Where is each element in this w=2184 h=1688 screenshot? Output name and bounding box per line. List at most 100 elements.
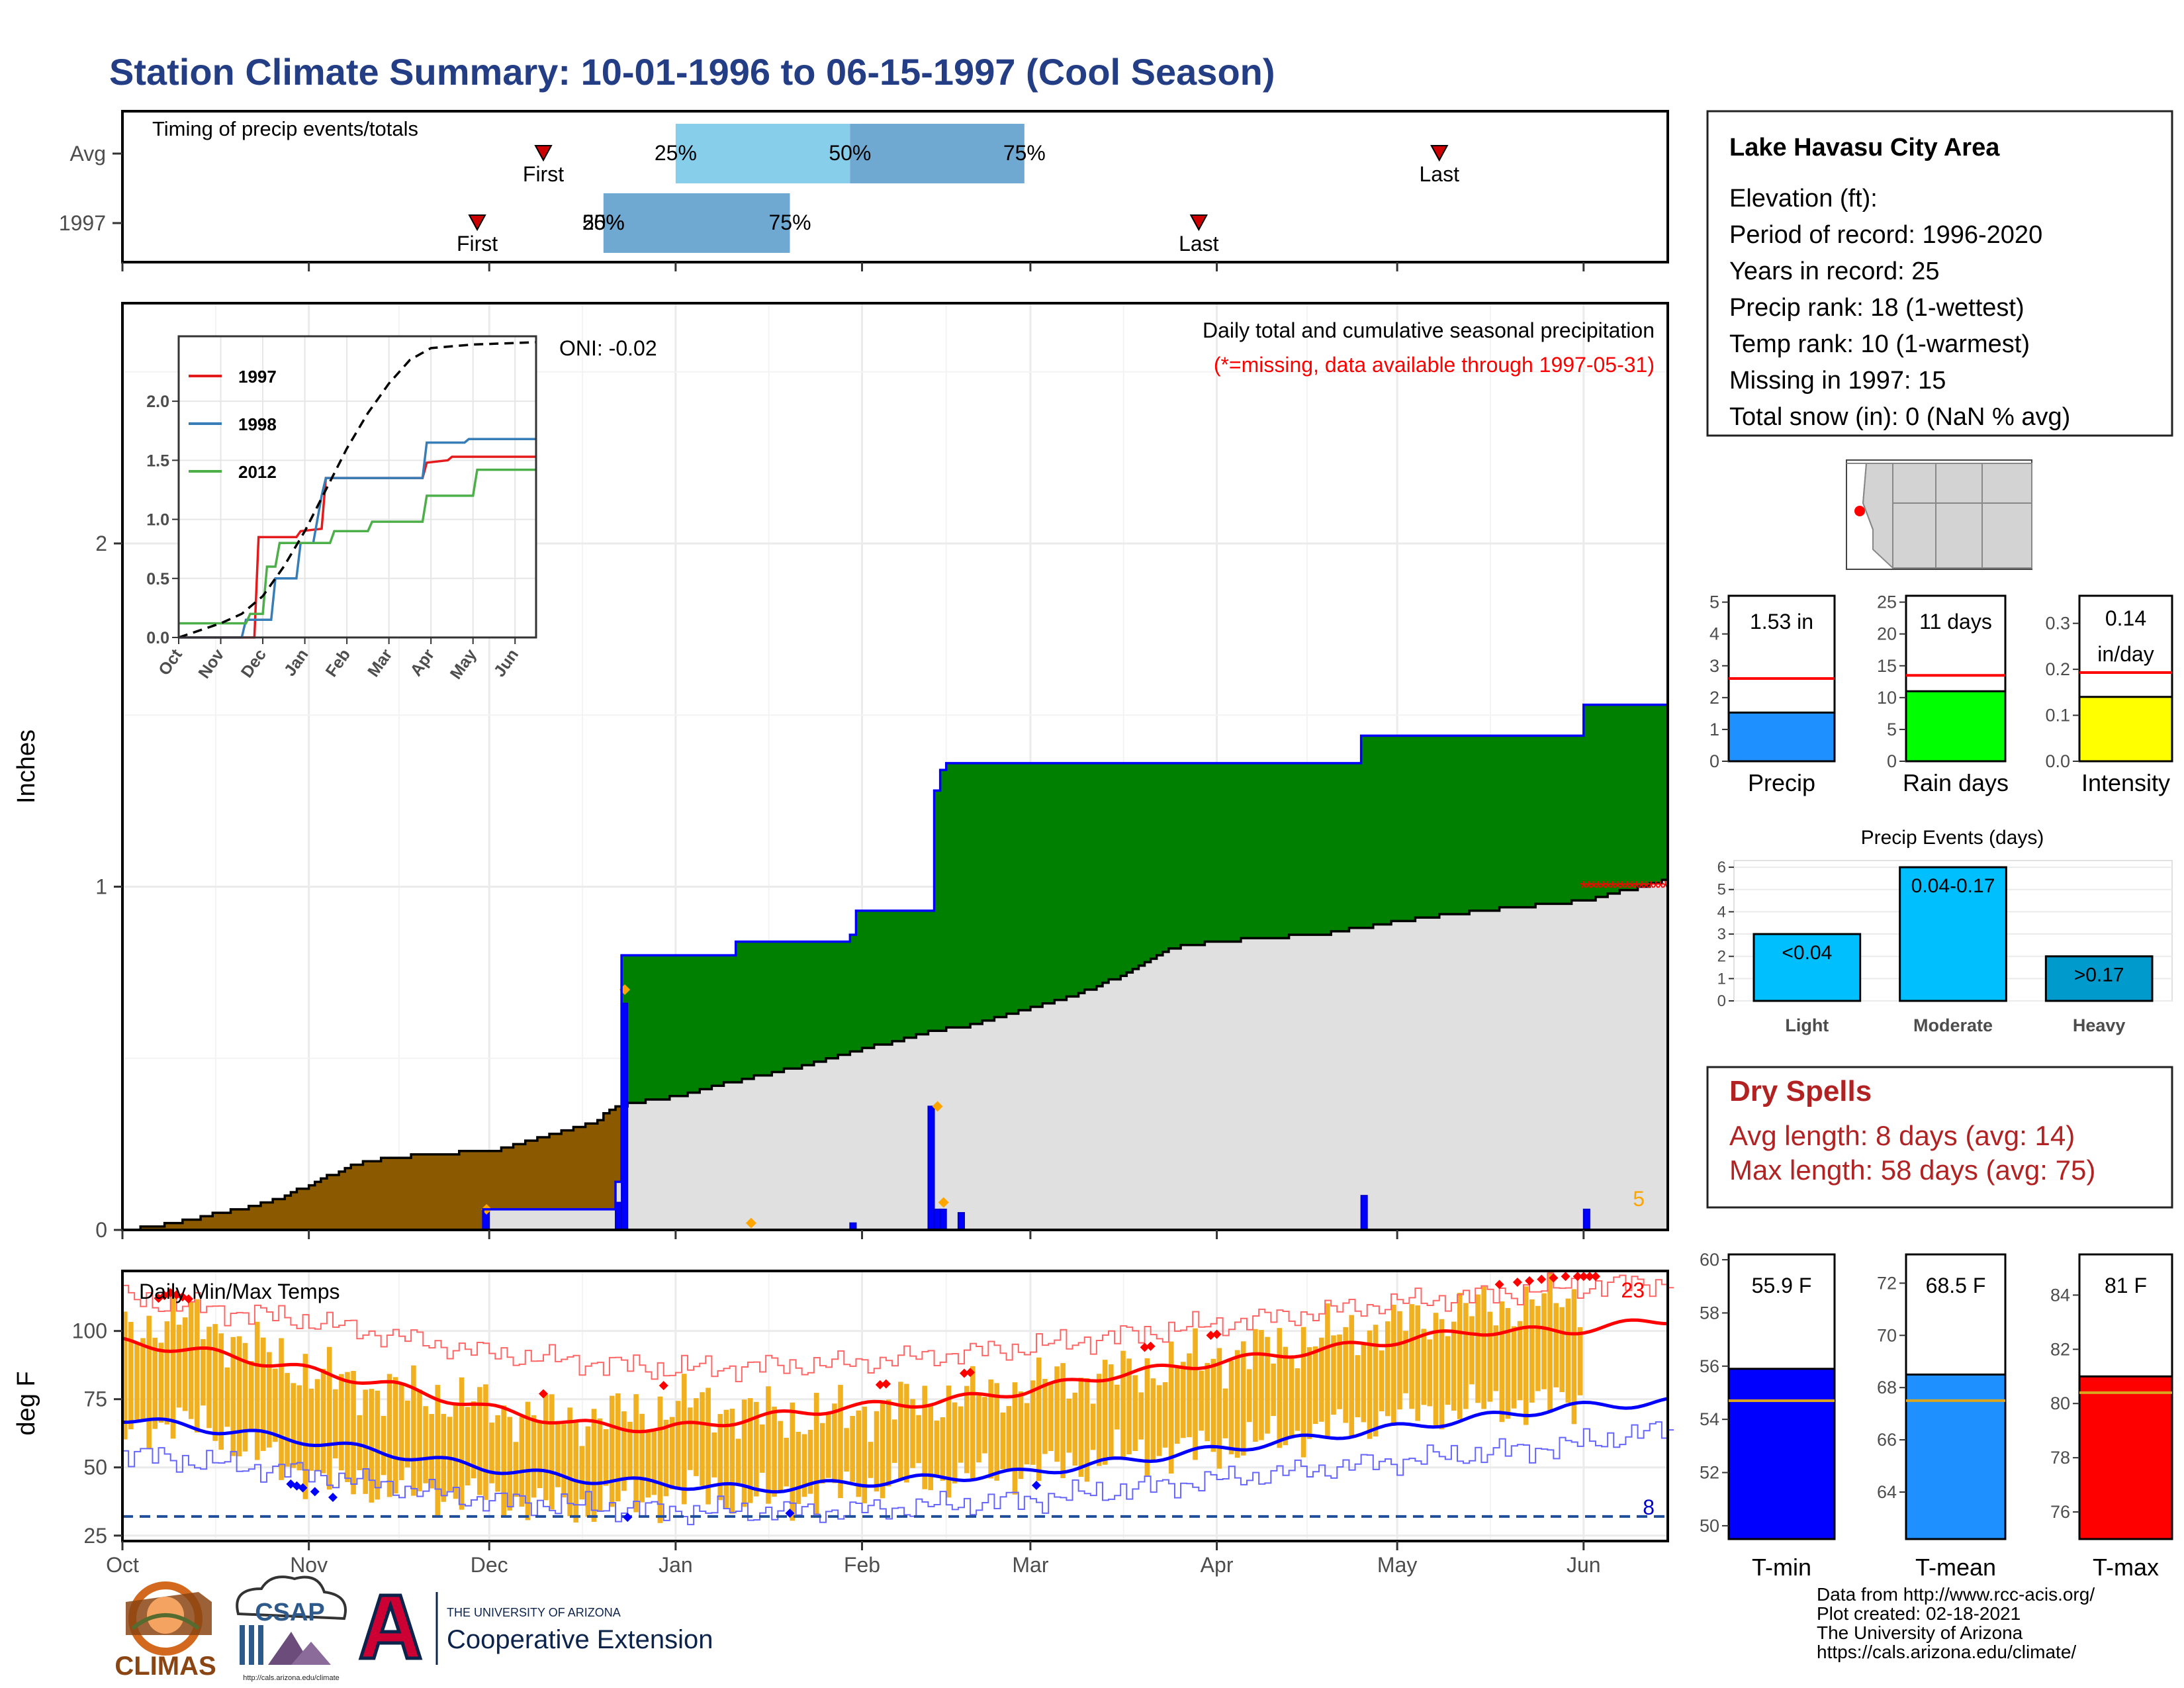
precip-total-tick-label: 1 (1709, 720, 1719, 739)
intensity-category-label: Intensity (2081, 769, 2170, 796)
precip-below-avg-region (1655, 704, 1662, 884)
daily-temp-bar (411, 1365, 416, 1496)
precip-above-avg-region (242, 1209, 250, 1230)
daily-temp-bar (585, 1426, 591, 1517)
daily-temp-bar (326, 1346, 332, 1490)
daily-temp-bar (1247, 1369, 1252, 1423)
daily-temp-bar (705, 1387, 711, 1505)
precip-below-avg-region (801, 941, 809, 1066)
daily-temp-bar (904, 1383, 909, 1483)
precip-below-avg-region (1078, 763, 1085, 994)
precip-below-avg-region (1469, 735, 1476, 911)
daily-temp-bar (218, 1333, 224, 1450)
record-high-marker (659, 1381, 668, 1391)
intensity-tick-label: 0.2 (2045, 659, 2070, 679)
daily-temp-bar (1547, 1270, 1553, 1413)
dry-spells-title: Dry Spells (1729, 1075, 1872, 1107)
precip-above-avg-region (531, 1141, 538, 1209)
temp-mean-tick-label: 70 (1877, 1325, 1897, 1345)
dry-spells-frame (1706, 1066, 2173, 1209)
daily-temp-bar (970, 1366, 976, 1479)
daily-temp-bar (387, 1374, 392, 1497)
daily-temp-bar (1577, 1327, 1583, 1395)
precip-below-avg-region (940, 770, 947, 1031)
temp-min-tick-label: 50 (1700, 1516, 1719, 1536)
daily-temp-bar (1385, 1321, 1390, 1417)
temp-max-tick-label: 78 (2050, 1448, 2070, 1468)
daily-temp-bar (212, 1324, 218, 1441)
precip-above-avg-region (423, 1154, 430, 1230)
precip-below-avg-region (651, 955, 659, 1100)
record-low-marker (623, 1513, 633, 1523)
precip-below-avg-region (1102, 763, 1109, 983)
precip-above-avg-region (591, 1123, 598, 1209)
footer: Data from http://www.rcc-acis.org/ Plot … (114, 1575, 2095, 1682)
precip-above-avg-region (459, 1150, 466, 1230)
precip-below-avg-region (958, 763, 965, 1028)
precip-below-avg-region (1547, 735, 1554, 904)
daily-temp-bar (417, 1389, 422, 1491)
precip-above-avg-region (351, 1164, 357, 1230)
daily-temp-bar (735, 1438, 741, 1483)
precip-below-avg-region (1361, 735, 1368, 928)
temp-max-chart: 76 78 80 82 84 81 F T-max (2050, 1253, 2173, 1581)
precip-above-avg-region (279, 1199, 285, 1230)
daily-temp-bar (946, 1385, 952, 1498)
precip-above-avg-region (248, 1205, 255, 1230)
precip-events-chart: Precip Events (days) 0 1 2 3 4 5 6 <0.04 Light 0.… (1717, 827, 2173, 1035)
precip-below-avg-region (1343, 763, 1350, 931)
daily-temp-bar (519, 1417, 525, 1507)
rain-days-tick-label: 20 (1877, 624, 1897, 644)
daily-temp-bar (862, 1406, 868, 1503)
daily-temp-bar (1216, 1348, 1222, 1469)
daily-temp-bar (910, 1399, 915, 1468)
daily-temp-bar (351, 1370, 356, 1495)
precip-above-avg-region (411, 1154, 418, 1230)
daily-temp-bar (1054, 1366, 1060, 1462)
precip-above-avg-region (188, 1219, 195, 1230)
daily-temp-bar (1511, 1326, 1517, 1409)
precip-below-avg-region (1337, 763, 1343, 931)
daily-temp-bar (916, 1415, 921, 1464)
precip-below-avg-region (1000, 763, 1007, 1017)
precip-below-avg-region (1054, 763, 1061, 1000)
timing-label: Timing of precip events/totals (152, 117, 418, 140)
timing-1997-first-marker (468, 214, 486, 232)
precip-below-avg-region (633, 955, 640, 1103)
daily-temp-bar (302, 1354, 308, 1499)
daily-temp-bar (1162, 1382, 1168, 1448)
csap-logo: CSAP http://cals.arizona.edu/climate (236, 1575, 347, 1682)
daily-temp-bar (940, 1417, 946, 1481)
precip-below-avg-region (1637, 704, 1645, 887)
precip-below-avg-region (1126, 763, 1133, 973)
precip-below-avg-region (1271, 763, 1278, 939)
daily-temp-bar (1493, 1325, 1499, 1391)
daily-temp-bar (1403, 1331, 1408, 1393)
daily-temp-bar (694, 1398, 699, 1476)
dry-spells-box: Dry Spells Avg length: 8 days (avg: 14) … (1706, 1066, 2173, 1209)
daily-temp-bar (898, 1382, 903, 1480)
precip-above-avg-region (375, 1161, 382, 1230)
record-high-marker (1146, 1341, 1156, 1351)
temp-plot (122, 1270, 1674, 1526)
daily-temp-bar (778, 1421, 783, 1493)
footer-line-3: The University of Arizona (1817, 1622, 2023, 1643)
temp-min-tick-label: 58 (1700, 1303, 1719, 1323)
daily-temp-bar (801, 1434, 807, 1497)
record-high-marker (1140, 1342, 1150, 1352)
daily-temp-bar (332, 1389, 338, 1459)
record-high-marker (966, 1368, 976, 1378)
precip-below-avg-region (1300, 763, 1308, 935)
station-location-marker (1854, 506, 1865, 516)
daily-temp-bar (273, 1368, 278, 1442)
precip-above-avg-region (507, 1147, 514, 1209)
daily-temp-bar (122, 1311, 128, 1440)
daily-temp-bar (1463, 1303, 1469, 1409)
missing-marker: * (1642, 877, 1650, 899)
daily-temp-bar (1265, 1336, 1270, 1434)
daily-temp-bar (375, 1390, 381, 1500)
temp-mean-bar (1905, 1373, 2007, 1540)
temp-y-axis: 25 50 75 100 (72, 1319, 122, 1548)
daily-temp-bar (591, 1409, 597, 1522)
